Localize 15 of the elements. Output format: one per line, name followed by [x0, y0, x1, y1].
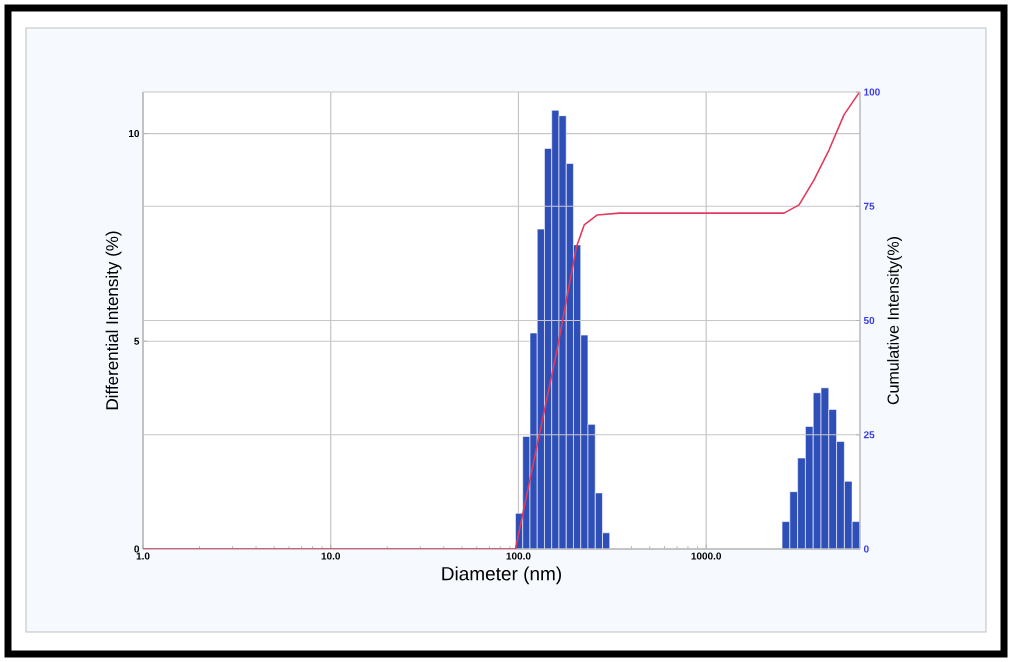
- y2-tick-label: 25: [863, 431, 875, 439]
- y-tick-label: 10: [128, 130, 140, 138]
- x-tick-label: 1000.0: [691, 552, 722, 560]
- y2-tick-label: 50: [863, 316, 875, 325]
- y2-axis-title: Cumulative Intensity(%): [887, 237, 903, 405]
- x-axis-title: Diameter (nm): [442, 566, 561, 585]
- x-tick-label: 1.0: [136, 552, 150, 560]
- y2-tick-label: 75: [863, 202, 875, 210]
- y-axis-title: Differential Intensity (%): [105, 231, 122, 410]
- x-tick-label: 100.0: [506, 552, 531, 560]
- y2-tick-label: 0: [863, 545, 869, 553]
- y-tick-label: 5: [134, 337, 140, 345]
- y2-tick-label: 100: [864, 88, 880, 96]
- y-tick-label: 0: [134, 545, 140, 553]
- x-tick-label: 10.0: [321, 552, 341, 560]
